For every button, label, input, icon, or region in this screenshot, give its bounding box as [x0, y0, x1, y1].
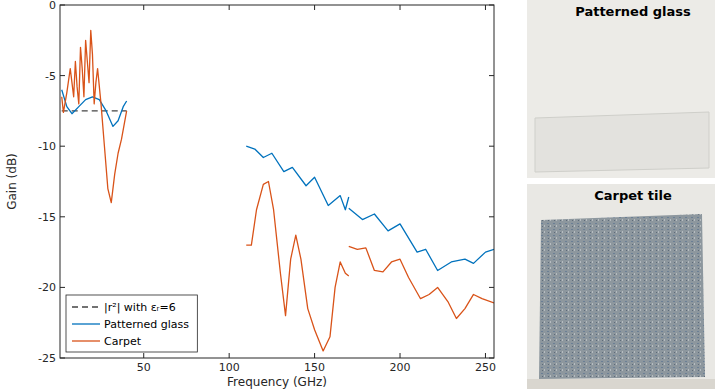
- y-axis-title: Gain (dB): [5, 153, 19, 210]
- x-tick: [143, 5, 144, 10]
- x-tick: [229, 353, 230, 358]
- photo: Patterned glass: [527, 0, 715, 178]
- x-tick-label: 200: [390, 361, 411, 374]
- series-line: [62, 30, 494, 351]
- photo: Carpet tile: [527, 184, 715, 389]
- legend-swatch: [72, 323, 100, 324]
- legend-box: [66, 295, 197, 352]
- series-group: [62, 30, 494, 351]
- plot-frame: [60, 5, 494, 358]
- x-tick: [485, 353, 486, 358]
- glass-pane: [535, 112, 709, 172]
- carpet-tile: [539, 214, 705, 379]
- legend-label: |r²| with εᵣ=6: [104, 301, 176, 314]
- x-tick-label: 150: [304, 361, 325, 374]
- y-tick: [60, 5, 65, 6]
- photo-bg: [527, 184, 715, 389]
- legend-swatch: [72, 340, 100, 341]
- x-tick: [400, 5, 401, 10]
- photo-title: Carpet tile: [594, 188, 672, 203]
- legend: |r²| with εᵣ=6 Patterned glass Carpet: [66, 295, 197, 352]
- y-tick-label: -10: [38, 140, 56, 153]
- y-tick-label: -15: [38, 211, 56, 224]
- series-line: [62, 110, 127, 111]
- x-tick: [229, 5, 230, 10]
- x-tick: [400, 353, 401, 358]
- y-tick: [489, 5, 494, 6]
- y-tick-label: 0: [49, 0, 56, 12]
- x-tick: [485, 5, 486, 10]
- x-tick: [314, 353, 315, 358]
- legend-label: Patterned glass: [104, 318, 189, 331]
- y-tick: [489, 287, 494, 288]
- legend-swatch: [72, 306, 100, 307]
- x-tick-label: 250: [475, 361, 496, 374]
- y-tick-label: -20: [38, 281, 56, 294]
- legend-label: Carpet: [104, 335, 142, 348]
- photo-title: Patterned glass: [575, 4, 691, 19]
- x-tick: [143, 353, 144, 358]
- y-tick: [60, 287, 65, 288]
- y-tick: [489, 358, 494, 359]
- y-tick: [60, 146, 65, 147]
- y-tick: [60, 358, 65, 359]
- x-tick-label: 100: [219, 361, 240, 374]
- y-tick: [489, 146, 494, 147]
- y-tick: [489, 75, 494, 76]
- series-line: [62, 90, 494, 271]
- figure: 50 100 150 200 250 -25 -20 -15 -10 -5 0 Frequency (…: [0, 0, 717, 389]
- plot-area: [60, 5, 494, 358]
- x-tick: [314, 5, 315, 10]
- y-tick: [60, 75, 65, 76]
- floor: [527, 379, 715, 389]
- photo-bg: [527, 0, 715, 178]
- y-tick: [489, 216, 494, 217]
- y-tick: [60, 216, 65, 217]
- y-tick-label: -25: [38, 352, 56, 365]
- x-axis-title: Frequency (GHz): [227, 375, 327, 389]
- x-tick-label: 50: [137, 361, 151, 374]
- y-tick-label: -5: [45, 70, 56, 83]
